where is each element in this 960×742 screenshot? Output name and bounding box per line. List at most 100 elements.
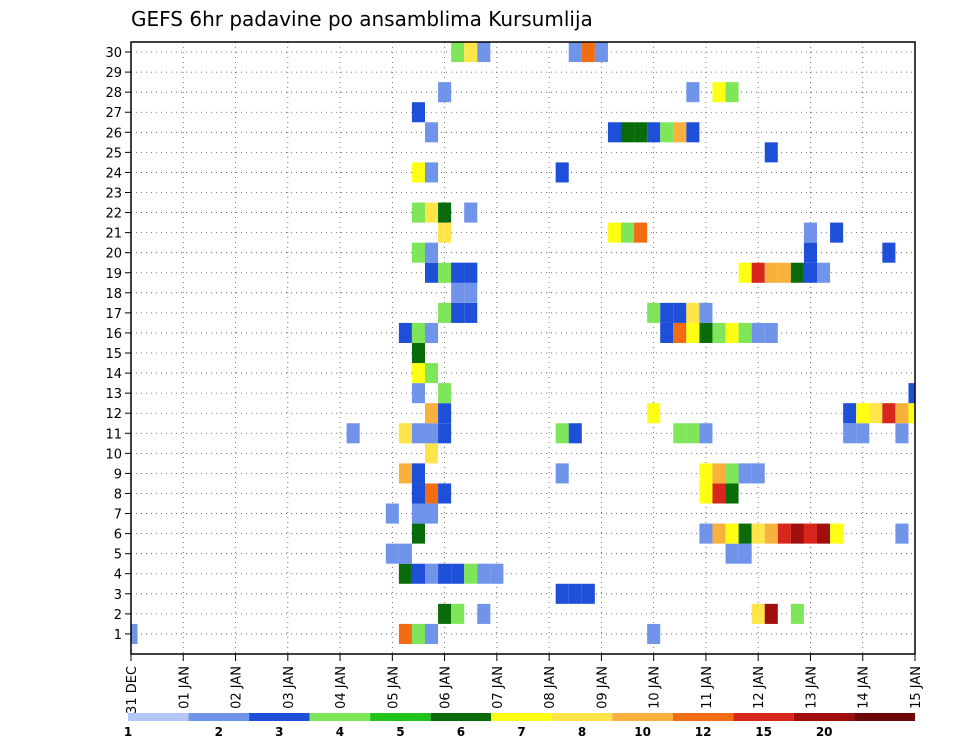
data-cell <box>398 563 412 584</box>
data-cell <box>843 403 857 424</box>
data-cell <box>660 122 674 143</box>
data-cell <box>411 523 425 544</box>
x-tick-label: 08 JAN <box>543 666 558 709</box>
data-cell <box>425 623 439 644</box>
data-cell <box>686 322 700 343</box>
x-tick-label: 09 JAN <box>595 666 610 709</box>
data-cell <box>673 302 687 323</box>
data-cell <box>830 222 844 243</box>
data-cell <box>451 603 465 624</box>
data-cell <box>699 322 713 343</box>
data-cell <box>738 262 752 283</box>
data-cell <box>738 322 752 343</box>
colorbar-segment <box>249 713 310 721</box>
data-cell <box>712 483 726 504</box>
data-cell <box>869 403 883 424</box>
data-cell <box>411 322 425 343</box>
colorbar-label: 15 <box>755 725 772 739</box>
data-cell <box>411 503 425 524</box>
data-cell <box>425 363 439 384</box>
data-cell <box>438 383 452 404</box>
data-cell <box>477 42 491 63</box>
data-cell <box>764 322 778 343</box>
data-cell <box>411 423 425 444</box>
data-cell <box>425 202 439 223</box>
data-cell <box>464 262 478 283</box>
data-cell <box>411 242 425 263</box>
data-cell <box>764 523 778 544</box>
colorbar-label: 3 <box>275 725 283 739</box>
data-cell <box>699 463 713 484</box>
data-cell <box>451 302 465 323</box>
data-cell <box>425 503 439 524</box>
data-cell <box>411 483 425 504</box>
data-cell <box>882 403 896 424</box>
data-cell <box>411 563 425 584</box>
data-cell <box>568 423 582 444</box>
data-cell <box>411 363 425 384</box>
y-tick-label: 26 <box>105 126 122 141</box>
data-cell <box>411 102 425 123</box>
data-cell <box>725 82 739 103</box>
y-tick-label: 30 <box>105 46 122 61</box>
x-tick-label: 03 JAN <box>282 666 297 709</box>
y-tick-label: 13 <box>105 387 122 402</box>
data-cell <box>777 262 791 283</box>
plot-frame <box>130 41 916 655</box>
x-tick-label: 11 JAN <box>700 666 715 709</box>
data-cell <box>438 423 452 444</box>
colorbar-segment <box>854 713 915 721</box>
data-cell <box>555 463 569 484</box>
colorbar-segment <box>128 713 189 721</box>
data-cell <box>555 162 569 183</box>
y-tick-label: 1 <box>114 628 122 643</box>
data-cell <box>438 603 452 624</box>
y-axis: 1234567891011121314151617181920212223242… <box>105 46 131 643</box>
colorbar-label: 6 <box>457 725 465 739</box>
y-tick-label: 25 <box>105 146 122 161</box>
data-cell <box>425 162 439 183</box>
data-cell <box>451 563 465 584</box>
data-cell <box>385 503 399 524</box>
data-cell <box>895 523 909 544</box>
x-tick-label: 05 JAN <box>386 666 401 709</box>
data-cell <box>425 403 439 424</box>
colorbar-segment <box>672 713 734 721</box>
data-cell <box>581 583 595 604</box>
data-cell <box>398 423 412 444</box>
data-cell <box>555 423 569 444</box>
data-cell <box>686 122 700 143</box>
y-tick-label: 18 <box>105 287 122 302</box>
data-cell <box>764 262 778 283</box>
y-tick-label: 12 <box>105 407 122 422</box>
data-cell <box>425 443 439 464</box>
data-cell <box>803 262 817 283</box>
y-tick-label: 16 <box>105 327 122 342</box>
data-cell <box>425 122 439 143</box>
colorbar-label: 20 <box>816 725 833 739</box>
data-cell <box>882 242 896 263</box>
data-cell <box>490 563 504 584</box>
y-tick-label: 24 <box>105 166 122 181</box>
data-cell <box>725 322 739 343</box>
x-tick-label: 04 JAN <box>334 666 349 709</box>
data-cell <box>647 403 661 424</box>
data-cell <box>411 162 425 183</box>
y-tick-label: 14 <box>105 367 122 382</box>
data-cell <box>425 242 439 263</box>
y-tick-label: 2 <box>114 608 122 623</box>
x-tick-label: 15 JAN <box>909 666 924 709</box>
data-cell <box>725 543 739 564</box>
data-cell <box>751 523 765 544</box>
data-cell <box>751 262 765 283</box>
data-cell <box>738 463 752 484</box>
data-cell <box>751 463 765 484</box>
data-cell <box>594 42 608 63</box>
data-cell <box>438 202 452 223</box>
data-cell <box>673 122 687 143</box>
data-cell <box>790 523 804 544</box>
data-cell <box>621 222 635 243</box>
data-cell <box>647 302 661 323</box>
colorbar-label: 4 <box>336 725 344 739</box>
x-tick-label: 13 JAN <box>804 666 819 709</box>
